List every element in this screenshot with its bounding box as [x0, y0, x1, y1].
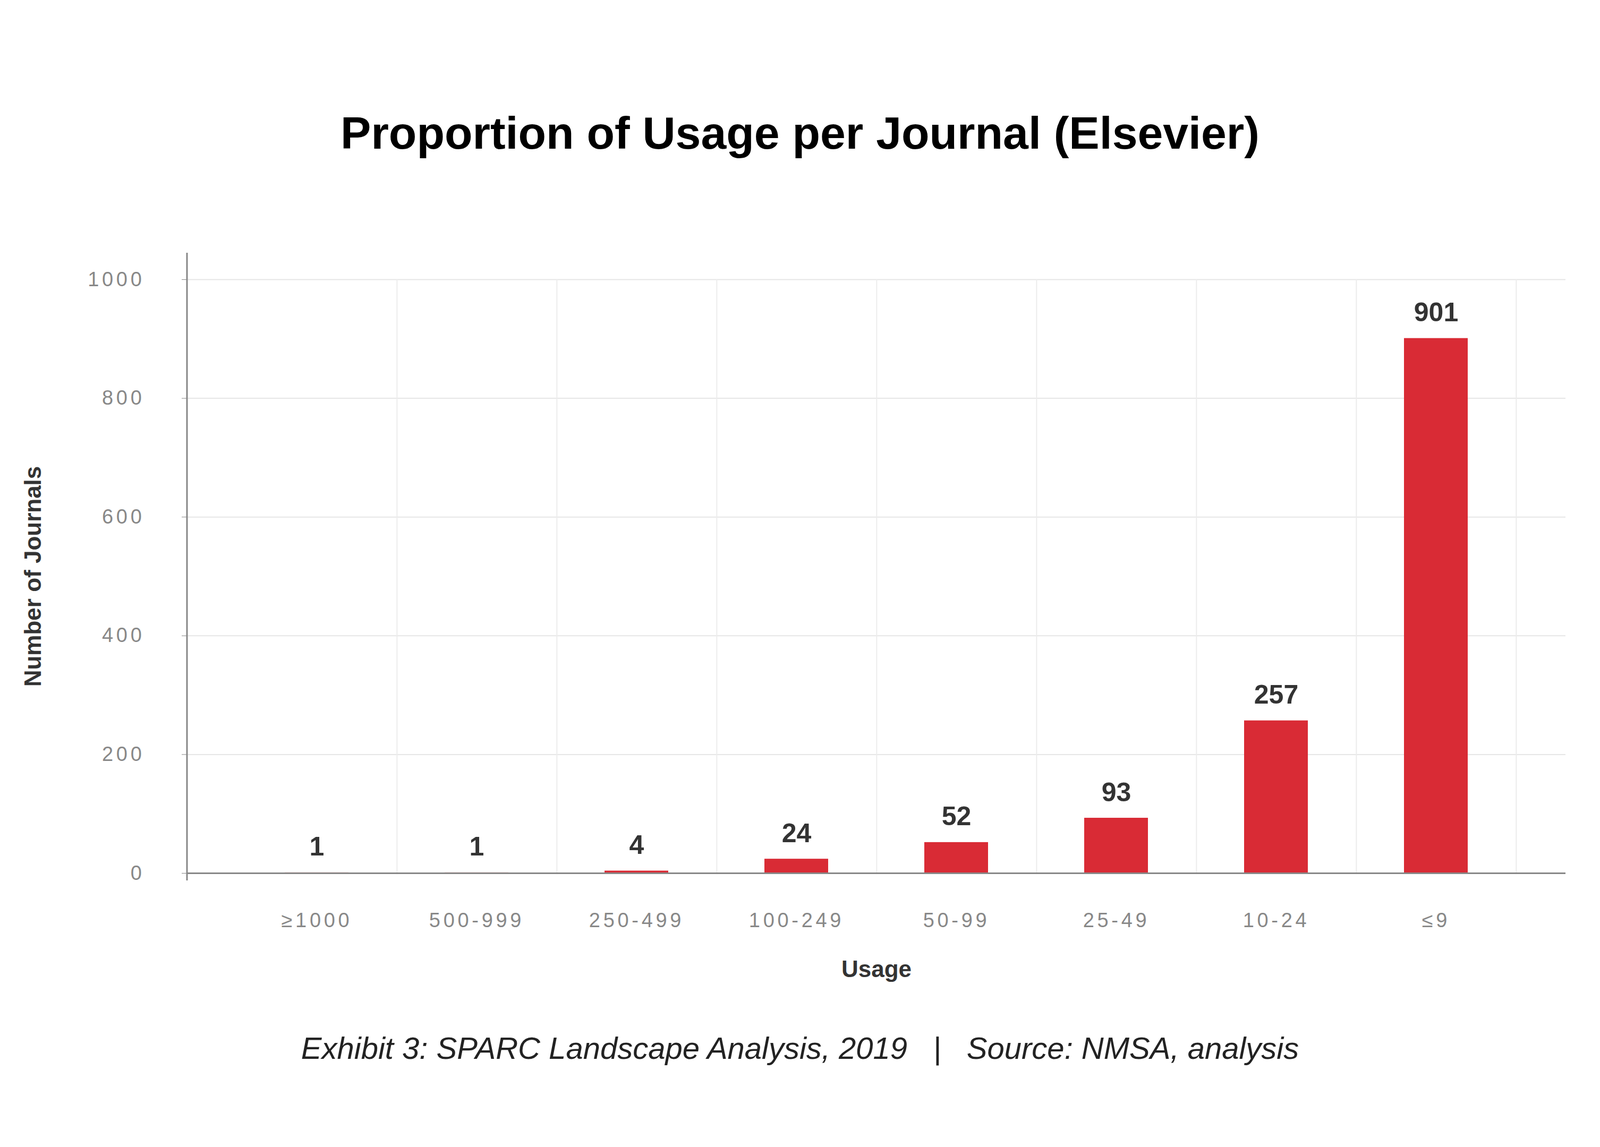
html-text:Proportion of Usage per Journa: Proportion of Usage per Journal (Elsevie…: [340, 107, 1260, 159]
svg-text:≥1000: ≥1000: [281, 909, 353, 932]
svg-text:257: 257: [1254, 679, 1299, 710]
svg-text:800: 800: [101, 386, 146, 410]
svg-text:500-999: 500-999: [429, 909, 525, 932]
svg-text:93: 93: [1101, 777, 1132, 808]
svg-text:1: 1: [309, 831, 325, 862]
svg-text:600: 600: [101, 505, 146, 529]
svg-text:24: 24: [781, 818, 812, 849]
svg-text:4: 4: [629, 830, 645, 861]
svg-text:1000: 1000: [87, 268, 145, 291]
svg-text:52: 52: [941, 801, 972, 832]
svg-text:901: 901: [1414, 297, 1459, 328]
svg-text:25-49: 25-49: [1083, 909, 1151, 932]
svg-text:200: 200: [101, 743, 146, 766]
svg-text:Usage: Usage: [841, 956, 912, 983]
svg-text:50-99: 50-99: [923, 909, 991, 932]
svg-text:1: 1: [469, 831, 485, 862]
svg-text:400: 400: [101, 624, 146, 647]
svg-text:0: 0: [130, 862, 146, 885]
svg-text:250-499: 250-499: [589, 909, 685, 932]
svg-text:Number of Journals: Number of Journals: [19, 466, 46, 688]
svg-text:≤9: ≤9: [1422, 909, 1451, 932]
svg-text:10-24: 10-24: [1243, 909, 1310, 932]
svg-text:100-249: 100-249: [749, 909, 845, 932]
html-text:Exhibit 3: SPARC Landscape Ana: Exhibit 3: SPARC Landscape Analysis, 201…: [301, 1031, 1299, 1066]
